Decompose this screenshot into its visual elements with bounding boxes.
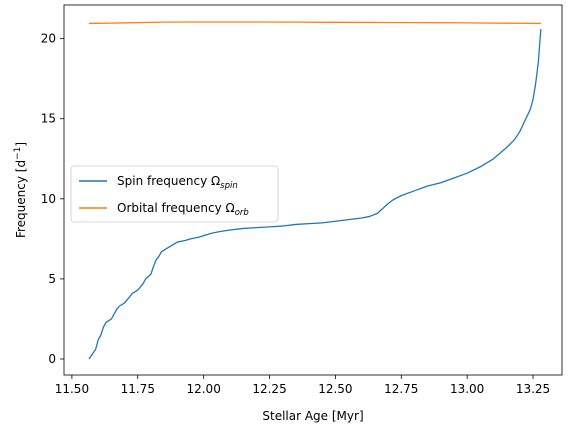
legend-label-orbital: Orbital frequency Ωorb xyxy=(117,201,249,218)
legend-label-spin: Spin frequency Ωspin xyxy=(117,174,238,191)
spin-frequency-line xyxy=(88,28,542,360)
x-tick-label: 12.00 xyxy=(186,382,220,396)
legend: Spin frequency Ωspin Orbital frequency Ω… xyxy=(70,165,279,223)
legend-label-orbital-subscript: orb xyxy=(235,208,249,218)
y-tick-label: 20 xyxy=(41,32,56,46)
y-axis: 0 5 10 15 20 xyxy=(41,32,64,366)
legend-box xyxy=(70,165,279,223)
x-tick-label: 11.50 xyxy=(55,382,89,396)
x-tick-label: 13.00 xyxy=(450,382,484,396)
x-axis: 11.50 11.75 12.00 12.25 12.50 12.75 13.00 13.25 xyxy=(55,375,550,396)
x-axis-label: Stellar Age [Myr] xyxy=(262,409,363,423)
y-tick-label: 15 xyxy=(41,112,56,126)
y-axis-label: Frequency [d−1] xyxy=(13,142,28,238)
y-axis-label-end: ] xyxy=(14,142,28,147)
legend-label-spin-main: Spin frequency Ω xyxy=(117,174,220,188)
y-tick-label: 0 xyxy=(48,352,56,366)
y-tick-label: 5 xyxy=(48,272,56,286)
series-layer xyxy=(88,21,542,360)
legend-label-spin-subscript: spin xyxy=(220,181,238,191)
y-axis-label-superscript: −1 xyxy=(13,147,23,160)
x-tick-label: 13.25 xyxy=(516,382,550,396)
x-tick-label: 12.75 xyxy=(384,382,418,396)
y-tick-label: 10 xyxy=(41,192,56,206)
legend-label-orbital-main: Orbital frequency Ω xyxy=(117,201,235,215)
x-tick-label: 12.25 xyxy=(252,382,286,396)
orbital-frequency-line xyxy=(89,21,541,25)
x-tick-label: 12.50 xyxy=(318,382,352,396)
y-axis-label-main: Frequency [d xyxy=(14,160,28,238)
x-tick-label: 11.75 xyxy=(121,382,155,396)
